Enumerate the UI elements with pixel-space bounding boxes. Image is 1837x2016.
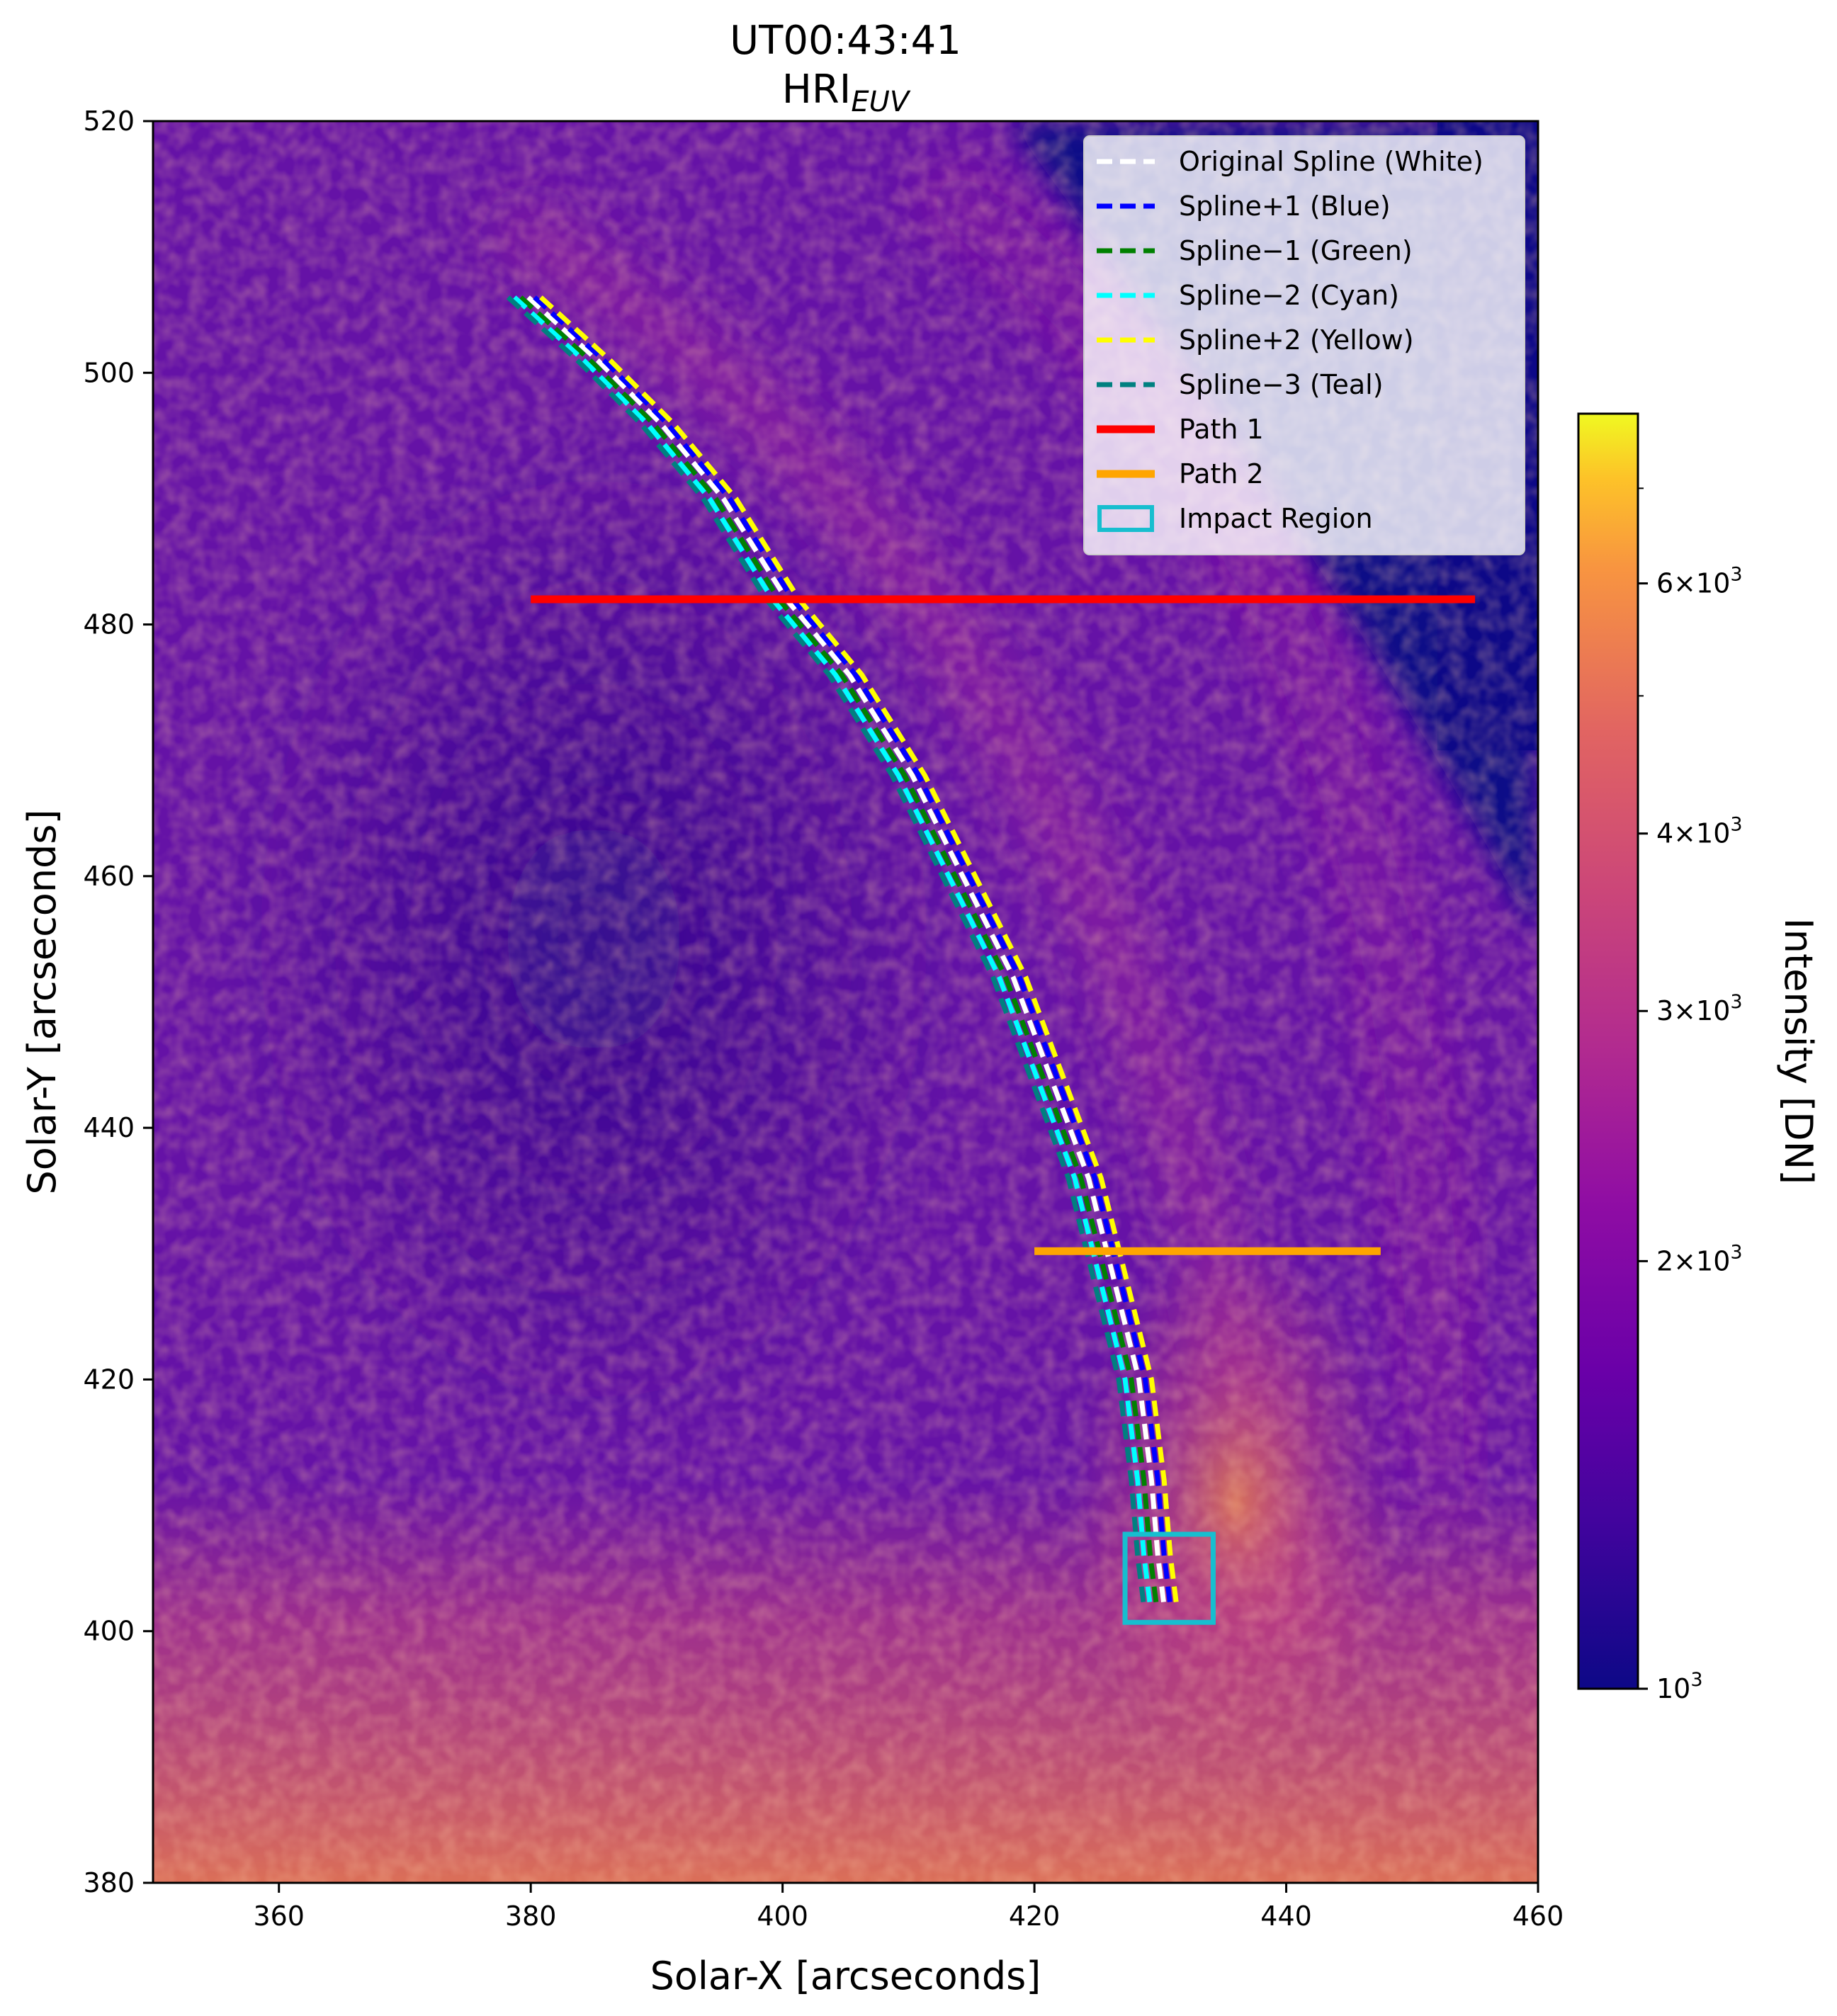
colorbar-gradient: [1577, 412, 1639, 1690]
y-tick-label: 420: [83, 1364, 135, 1395]
colorbar-tick-base: 6×10: [1656, 568, 1730, 599]
legend-label-path-1: Path 1: [1179, 414, 1264, 445]
y-tick-label: 480: [83, 609, 135, 640]
spline-line-1: [533, 295, 1173, 1607]
legend-label-spline-2: Spline−1 (Green): [1179, 235, 1413, 266]
colorbar-tick-label: 3×103: [1656, 991, 1743, 1026]
colorbar-tick-exponent: 3: [1690, 1669, 1702, 1691]
x-tick-label: 380: [505, 1901, 557, 1932]
colorbar-tick-exponent: 3: [1730, 814, 1742, 836]
legend-box: [1083, 135, 1525, 555]
colorbar-tick-label: 103: [1656, 1669, 1703, 1704]
colorbar-title: Intensity [DN]: [1776, 918, 1821, 1184]
spline-line-0: [526, 295, 1167, 1607]
legend: Original Spline (White) Spline+1 (Blue) Sp…: [1083, 135, 1525, 555]
x-tick-label: 400: [757, 1901, 808, 1932]
colorbar-tick-label: 2×103: [1656, 1241, 1743, 1276]
y-tick-label: 500: [83, 357, 135, 388]
y-axis: 380 400 420 440 460 480 500 520: [83, 106, 153, 1898]
colorbar-tick-base: 2×10: [1656, 1245, 1730, 1276]
subtitle-base: HRI: [782, 67, 852, 113]
legend-label-spline-4: Spline+2 (Yellow): [1179, 324, 1414, 356]
legend-label-spline-5: Spline−3 (Teal): [1179, 369, 1384, 400]
y-tick-label: 400: [83, 1616, 135, 1647]
overlay-layer: [506, 295, 1476, 1625]
x-axis-title: Solar-X [arcseconds]: [650, 1954, 1041, 1998]
colorbar-tick-exponent: 3: [1730, 564, 1742, 586]
chart-subtitle: HRIEUV: [782, 67, 911, 118]
legend-label-spline-0: Original Spline (White): [1179, 146, 1483, 177]
x-tick-label: 420: [1009, 1901, 1061, 1932]
y-tick-label: 440: [83, 1112, 135, 1143]
y-tick-label: 380: [83, 1867, 135, 1898]
x-tick-label: 460: [1513, 1901, 1564, 1932]
spline-line-4: [539, 295, 1180, 1607]
legend-handle-impact-region: [1097, 505, 1154, 532]
legend-label-spline-3: Spline−2 (Cyan): [1179, 280, 1399, 311]
y-tick-label: 460: [83, 861, 135, 892]
colorbar-tick-exponent: 3: [1730, 991, 1742, 1013]
colorbar-tick-label: 6×103: [1656, 564, 1743, 599]
colorbar-tick-base: 3×10: [1656, 995, 1730, 1026]
y-axis-title: Solar-Y [arcseconds]: [20, 809, 64, 1194]
colorbar-tick-label: 4×103: [1656, 814, 1743, 849]
colorbar-tick-base: 10: [1656, 1673, 1690, 1704]
impact-region-box: [1122, 1531, 1216, 1625]
chart-title: UT00:43:41: [730, 18, 961, 64]
plot-frame: [152, 120, 1539, 1884]
x-axis: 360 380 400 420 440 460: [253, 1883, 1564, 1932]
colorbar-tick-base: 4×10: [1656, 818, 1730, 849]
y-tick-label: 520: [83, 106, 135, 137]
spline-line-2: [519, 295, 1159, 1607]
legend-label-impact-region: Impact Region: [1179, 503, 1373, 534]
legend-label-spline-1: Spline+1 (Blue): [1179, 191, 1391, 222]
legend-label-path-2: Path 2: [1179, 458, 1264, 489]
colorbar-tick-exponent: 3: [1730, 1241, 1742, 1263]
spline-line-5: [506, 295, 1147, 1607]
spline-line-3: [512, 295, 1153, 1607]
x-tick-label: 360: [253, 1901, 305, 1932]
x-tick-label: 440: [1260, 1901, 1312, 1932]
subtitle-subscript: EUV: [851, 86, 911, 118]
